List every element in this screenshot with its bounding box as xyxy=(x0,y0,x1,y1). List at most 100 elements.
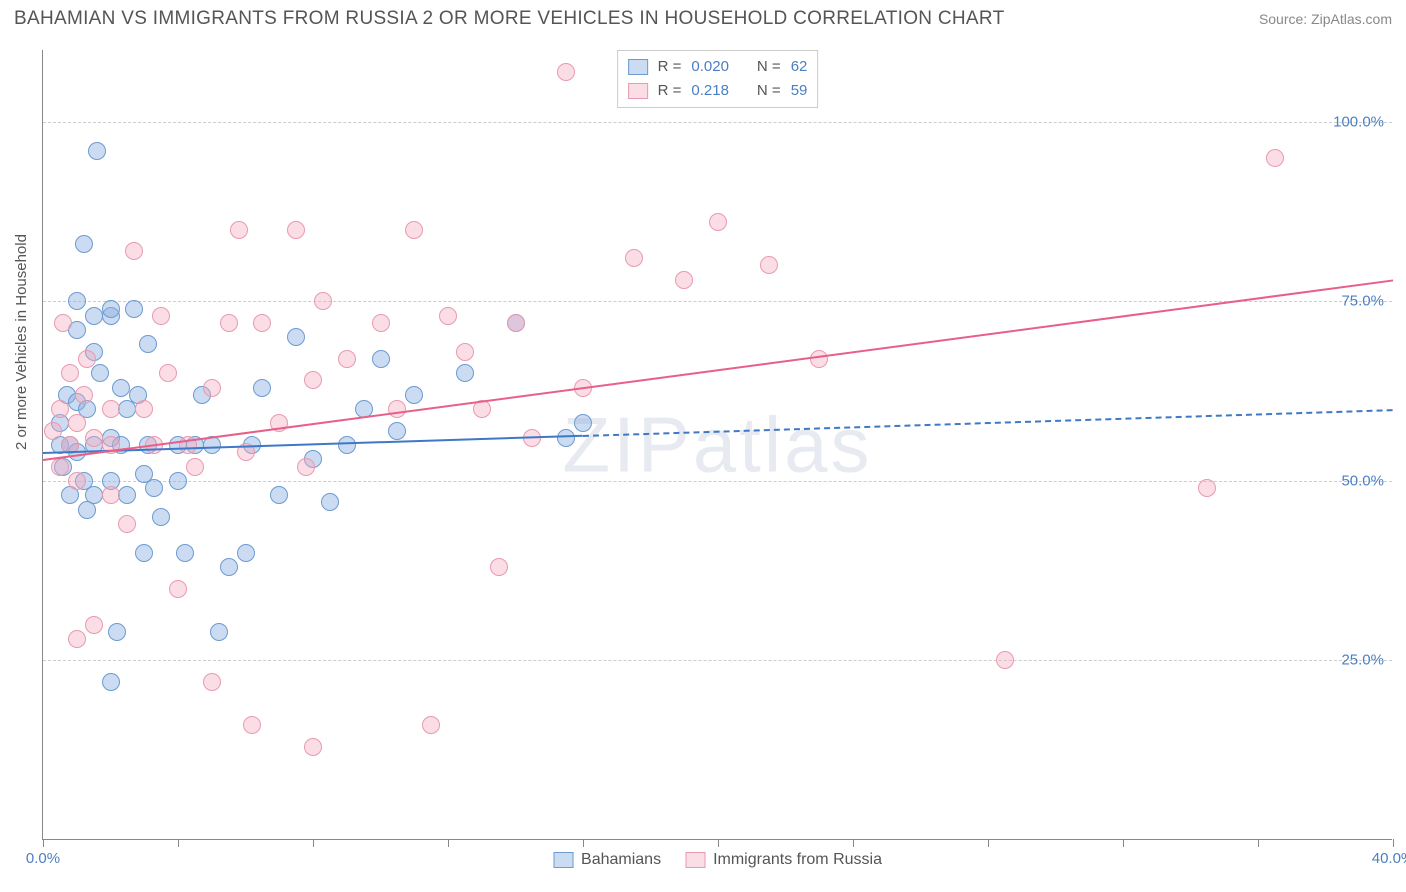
data-point xyxy=(270,486,288,504)
legend-swatch xyxy=(685,852,705,868)
data-point xyxy=(112,379,130,397)
data-point xyxy=(68,472,86,490)
data-point xyxy=(210,623,228,641)
data-point xyxy=(68,414,86,432)
data-point xyxy=(557,63,575,81)
x-tick xyxy=(448,839,449,847)
data-point xyxy=(118,486,136,504)
legend-swatch xyxy=(628,59,648,75)
data-point xyxy=(304,371,322,389)
data-point xyxy=(108,623,126,641)
y-tick-label: 50.0% xyxy=(1341,472,1384,489)
data-point xyxy=(709,213,727,231)
data-point xyxy=(176,544,194,562)
data-point xyxy=(102,400,120,418)
data-point xyxy=(253,379,271,397)
data-point xyxy=(102,673,120,691)
data-point xyxy=(372,314,390,332)
data-point xyxy=(88,142,106,160)
watermark-text: ZIPatlas xyxy=(562,399,872,490)
data-point xyxy=(220,558,238,576)
legend-row: R =0.020N =62 xyxy=(628,55,808,79)
series-legend: BahamiansImmigrants from Russia xyxy=(553,851,882,869)
data-point xyxy=(91,364,109,382)
x-tick xyxy=(853,839,854,847)
data-point xyxy=(51,400,69,418)
data-point xyxy=(675,271,693,289)
data-point xyxy=(557,429,575,447)
gridline xyxy=(43,301,1392,302)
data-point xyxy=(507,314,525,332)
legend-row: R = 0.218 N = 59 xyxy=(628,79,808,103)
data-point xyxy=(139,335,157,353)
data-point xyxy=(220,314,238,332)
chart-header: BAHAMIAN VS IMMIGRANTS FROM RUSSIA 2 OR … xyxy=(0,0,1406,34)
y-tick-label: 75.0% xyxy=(1341,293,1384,310)
data-point xyxy=(78,350,96,368)
data-point xyxy=(760,256,778,274)
y-tick-label: 100.0% xyxy=(1333,113,1384,130)
data-point xyxy=(169,472,187,490)
data-point xyxy=(75,235,93,253)
data-point xyxy=(44,422,62,440)
data-point xyxy=(625,249,643,267)
data-point xyxy=(135,400,153,418)
data-point xyxy=(203,673,221,691)
data-point xyxy=(230,221,248,239)
data-point xyxy=(456,364,474,382)
gridline xyxy=(43,481,1392,482)
data-point xyxy=(85,616,103,634)
data-point xyxy=(405,386,423,404)
data-point xyxy=(490,558,508,576)
r-value: 0.218 xyxy=(691,79,729,103)
scatter-chart: ZIPatlas 25.0%50.0%75.0%100.0%0.0%40.0%R… xyxy=(42,50,1392,840)
data-point xyxy=(102,300,120,318)
x-tick xyxy=(178,839,179,847)
data-point xyxy=(102,486,120,504)
data-point xyxy=(54,314,72,332)
data-point xyxy=(51,458,69,476)
data-point xyxy=(996,651,1014,669)
r-label: R = xyxy=(658,79,682,103)
legend-swatch xyxy=(553,852,573,868)
data-point xyxy=(85,307,103,325)
data-point xyxy=(422,716,440,734)
data-point xyxy=(253,314,271,332)
legend-item: Bahamians xyxy=(553,851,661,869)
correlation-legend: R =0.020N =62R =0.218N =59 xyxy=(617,50,819,108)
data-point xyxy=(118,515,136,533)
data-point xyxy=(85,486,103,504)
data-point xyxy=(388,400,406,418)
data-point xyxy=(314,292,332,310)
data-point xyxy=(125,242,143,260)
gridline xyxy=(43,122,1392,123)
data-point xyxy=(372,350,390,368)
data-point xyxy=(338,350,356,368)
data-point xyxy=(186,458,204,476)
x-tick xyxy=(718,839,719,847)
data-point xyxy=(810,350,828,368)
data-point xyxy=(304,738,322,756)
data-point xyxy=(405,221,423,239)
data-point xyxy=(85,429,103,447)
data-point xyxy=(287,328,305,346)
r-value: 0.020 xyxy=(691,55,729,79)
trend-line xyxy=(583,409,1393,437)
x-tick xyxy=(1123,839,1124,847)
data-point xyxy=(388,422,406,440)
gridline xyxy=(43,660,1392,661)
data-point xyxy=(169,580,187,598)
r-label: R = xyxy=(658,55,682,79)
n-value: 59 xyxy=(791,79,808,103)
trend-line xyxy=(43,280,1393,462)
n-label: N = xyxy=(757,79,781,103)
data-point xyxy=(152,508,170,526)
x-tick xyxy=(988,839,989,847)
x-tick-label: 40.0% xyxy=(1372,850,1406,867)
x-tick xyxy=(43,839,44,847)
data-point xyxy=(203,379,221,397)
legend-swatch xyxy=(628,83,648,99)
data-point xyxy=(237,544,255,562)
y-axis-title: 2 or more Vehicles in Household xyxy=(13,234,30,450)
x-tick xyxy=(313,839,314,847)
